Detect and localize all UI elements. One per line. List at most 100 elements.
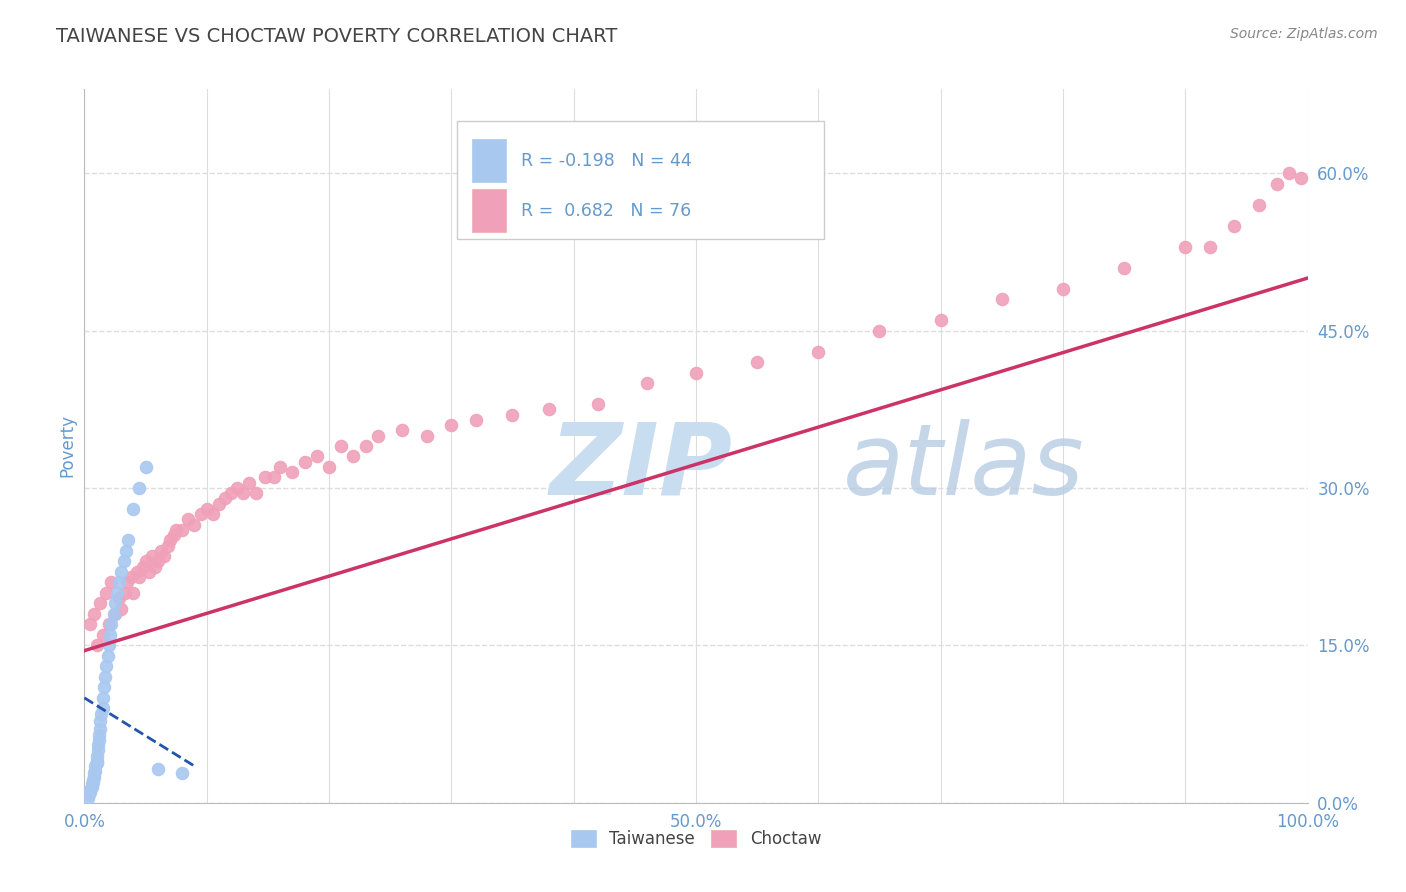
Point [96,586,118,600]
Point [156,539,179,553]
Point [87,743,110,757]
Point [1265,177,1288,191]
Text: R = -0.198   N = 44: R = -0.198 N = 44 [522,152,692,169]
Point [107,591,129,606]
Point [80,777,103,791]
Point [208,497,231,511]
Point [122,502,145,516]
Point [172,523,194,537]
Point [330,439,353,453]
Point [84,759,107,773]
Point [91,690,114,705]
Point [100,617,122,632]
Point [1052,282,1074,296]
Point [125,565,148,579]
Point [183,517,205,532]
Point [87,738,110,752]
Point [86,756,108,770]
Point [685,366,707,380]
Point [138,565,160,579]
FancyBboxPatch shape [457,121,824,239]
Point [190,507,212,521]
Point [141,549,163,564]
Point [98,628,121,642]
Point [103,607,125,621]
Point [79,617,101,632]
Point [77,790,100,805]
Point [294,455,316,469]
Point [89,714,111,728]
Point [238,475,260,490]
Point [464,413,486,427]
Point [120,570,142,584]
Y-axis label: Poverty: Poverty [58,415,76,477]
Point [115,575,138,590]
Point [91,701,114,715]
Point [89,596,111,610]
Point [135,460,157,475]
Point [1223,219,1246,233]
Point [89,723,111,737]
Legend: Taiwanese, Choctaw: Taiwanese, Choctaw [564,823,828,855]
Point [86,639,108,653]
Point [201,507,224,521]
Point [97,648,120,663]
Point [232,486,254,500]
Point [135,554,157,568]
Point [281,465,304,479]
Point [163,528,186,542]
Point [94,670,117,684]
Point [150,544,173,558]
Point [104,607,127,621]
Point [93,681,115,695]
Text: ZIP: ZIP [550,419,733,516]
Point [83,770,105,784]
FancyBboxPatch shape [472,139,506,182]
Point [122,586,145,600]
Point [132,559,155,574]
Point [110,565,132,579]
Point [1291,171,1313,186]
Point [79,783,101,797]
Point [869,324,891,338]
Point [86,748,108,763]
Point [1247,197,1270,211]
Point [226,481,249,495]
Point [747,355,769,369]
Point [86,754,108,768]
Point [80,780,103,794]
Point [991,292,1014,306]
Point [1174,239,1197,253]
Point [90,706,112,721]
Point [159,533,181,548]
Point [391,423,413,437]
Point [82,772,104,787]
Point [79,785,101,799]
Point [91,628,114,642]
Point [367,428,389,442]
Point [128,481,150,495]
Point [254,470,277,484]
Point [117,533,139,548]
Point [87,728,110,742]
Point [96,659,118,673]
Point [87,732,110,747]
Point [77,788,100,802]
Point [1114,260,1136,275]
Point [636,376,658,390]
Point [318,460,340,475]
Point [586,397,609,411]
Point [416,428,439,442]
Point [538,402,561,417]
Point [354,439,377,453]
Point [1198,239,1220,253]
Point [84,764,107,779]
Point [214,491,236,506]
Point [97,639,120,653]
Point [807,344,830,359]
Point [269,460,291,475]
FancyBboxPatch shape [472,189,506,232]
Point [146,762,169,776]
Point [195,502,218,516]
Point [97,617,120,632]
